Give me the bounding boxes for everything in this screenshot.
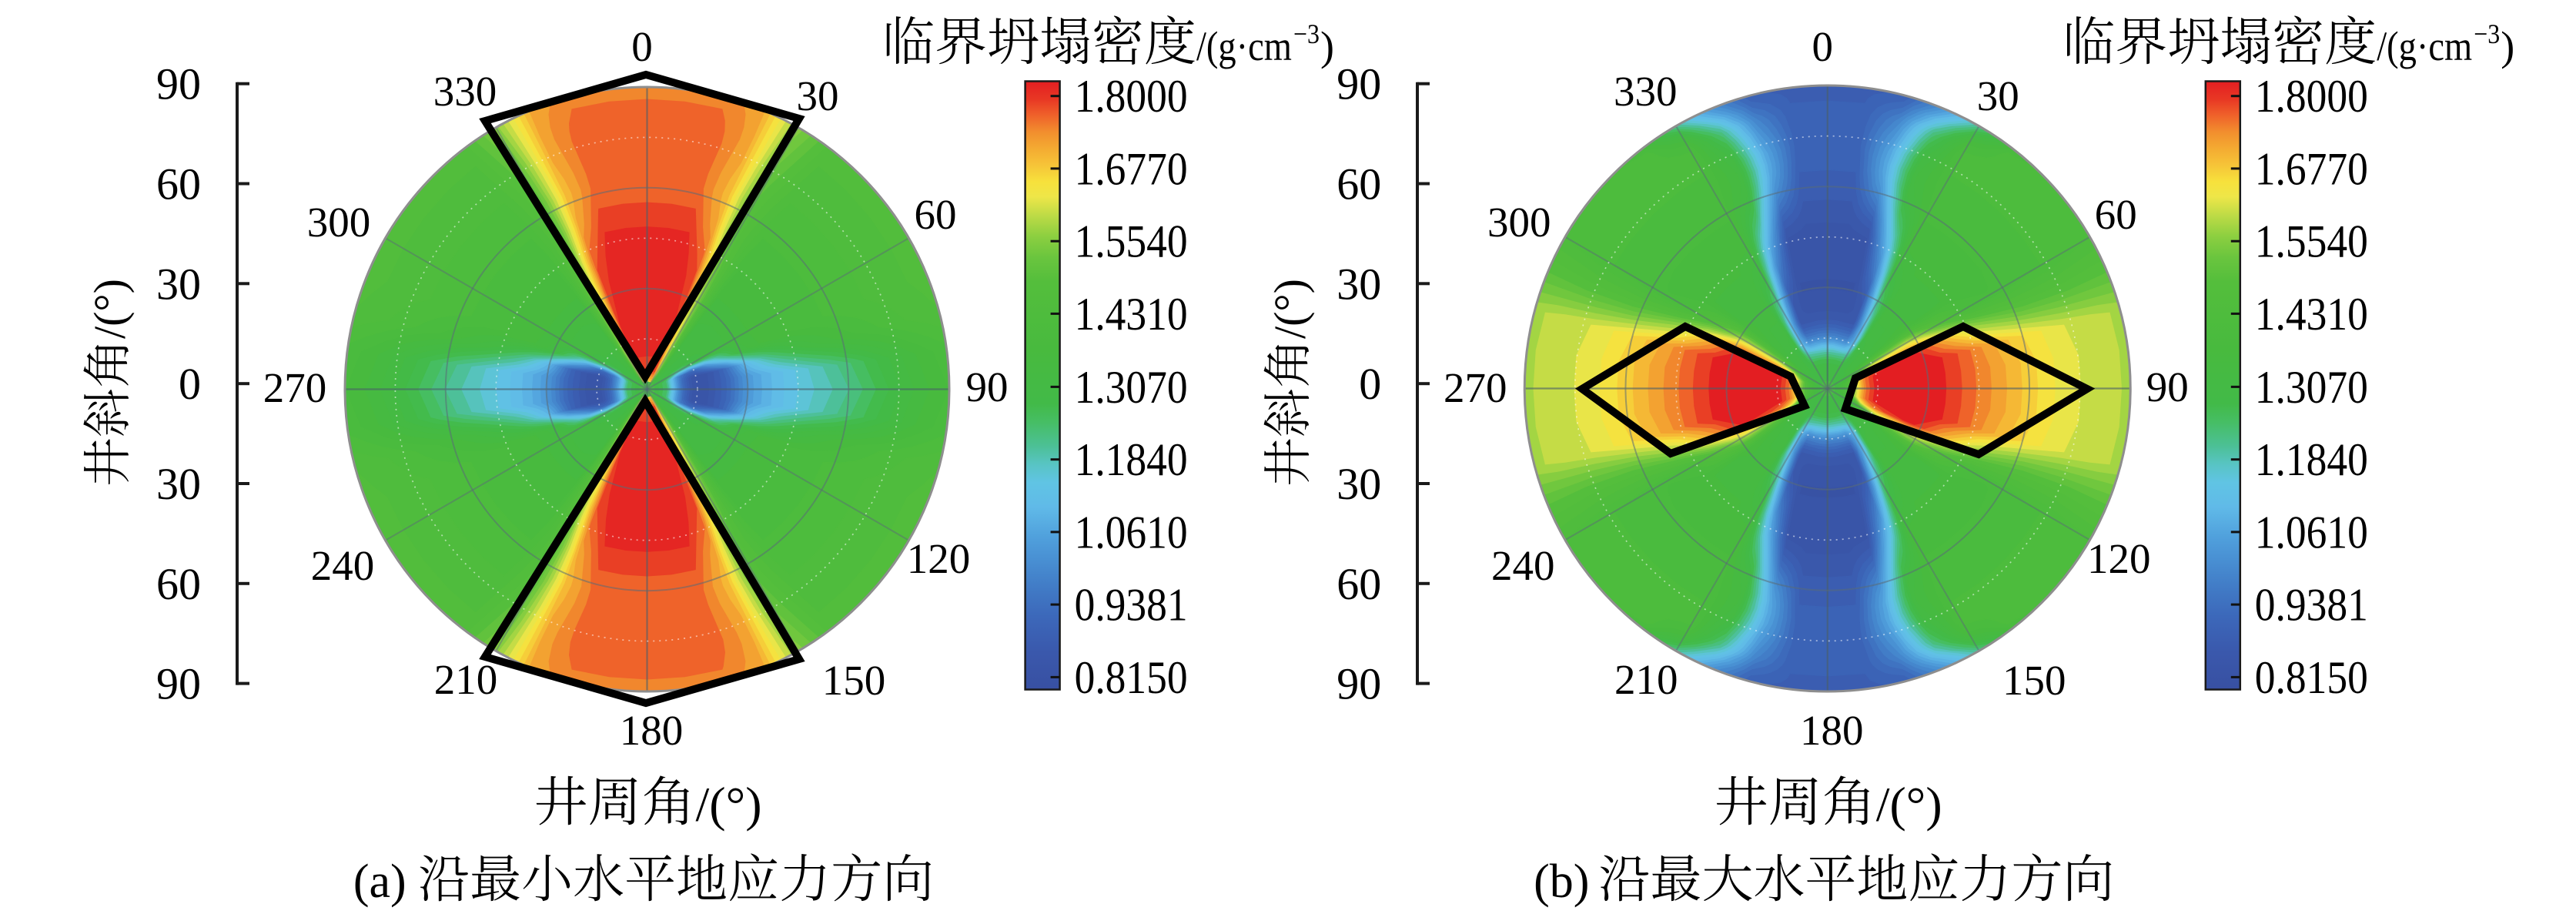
svg-text:1.3070: 1.3070 xyxy=(2255,362,2368,413)
svg-text:60: 60 xyxy=(156,159,201,209)
svg-text:30: 30 xyxy=(1337,259,1381,309)
svg-text:150: 150 xyxy=(822,657,886,704)
svg-text:1.4310: 1.4310 xyxy=(2255,289,2368,340)
svg-text:60: 60 xyxy=(2095,191,2137,238)
svg-text:180: 180 xyxy=(1800,707,1864,754)
svg-text:90: 90 xyxy=(1337,59,1381,109)
svg-text:/(g·cm: /(g·cm xyxy=(1196,23,1292,69)
svg-text:60: 60 xyxy=(1337,159,1381,209)
svg-text:240: 240 xyxy=(1491,542,1555,589)
svg-text:210: 210 xyxy=(434,656,498,703)
svg-text:): ) xyxy=(2501,23,2514,69)
svg-text:90: 90 xyxy=(1337,659,1381,709)
svg-text:1.5540: 1.5540 xyxy=(2255,216,2368,267)
svg-text:30: 30 xyxy=(1977,72,2019,119)
svg-text:1.0610: 1.0610 xyxy=(1075,507,1188,557)
svg-text:1.1840: 1.1840 xyxy=(1075,434,1188,485)
svg-text:0: 0 xyxy=(179,359,201,409)
svg-text:−3: −3 xyxy=(2474,18,2500,49)
svg-text:1.5540: 1.5540 xyxy=(1075,216,1188,267)
svg-text:30: 30 xyxy=(797,72,839,119)
svg-text:330: 330 xyxy=(1614,68,1678,115)
svg-text:120: 120 xyxy=(907,535,971,582)
svg-text:1.1840: 1.1840 xyxy=(2255,434,2368,485)
svg-text:300: 300 xyxy=(307,199,371,246)
svg-text:180: 180 xyxy=(620,707,684,754)
svg-text:0: 0 xyxy=(631,23,653,70)
svg-text:240: 240 xyxy=(311,542,375,589)
svg-text:(a): (a) xyxy=(353,855,406,908)
svg-text:/(°): /(°) xyxy=(1876,777,1942,832)
svg-text:1.4310: 1.4310 xyxy=(1075,289,1188,340)
svg-text:0.9381: 0.9381 xyxy=(2255,580,2368,631)
svg-text:1.6770: 1.6770 xyxy=(1075,143,1188,194)
svg-text:1.3070: 1.3070 xyxy=(1075,362,1188,413)
svg-text:90: 90 xyxy=(156,59,201,109)
svg-text:90: 90 xyxy=(156,659,201,709)
svg-text:30: 30 xyxy=(1337,459,1381,509)
svg-text:1.8000: 1.8000 xyxy=(1075,71,1188,122)
svg-text:150: 150 xyxy=(2002,657,2066,704)
svg-text:1.0610: 1.0610 xyxy=(2255,507,2368,557)
svg-text:0.8150: 0.8150 xyxy=(1075,652,1188,703)
svg-text:/(°): /(°) xyxy=(1265,279,1315,339)
svg-text:0.8150: 0.8150 xyxy=(2255,652,2368,703)
svg-text:90: 90 xyxy=(966,363,1009,410)
svg-text:300: 300 xyxy=(1487,199,1551,246)
svg-text:/(°): /(°) xyxy=(85,279,135,339)
svg-text:1.8000: 1.8000 xyxy=(2255,71,2368,122)
svg-text:270: 270 xyxy=(1444,364,1507,411)
svg-text:): ) xyxy=(1320,23,1334,69)
svg-text:0.9381: 0.9381 xyxy=(1075,580,1188,631)
svg-text:270: 270 xyxy=(263,364,327,411)
svg-text:/(°): /(°) xyxy=(696,777,762,832)
svg-text:60: 60 xyxy=(915,191,957,238)
svg-text:−3: −3 xyxy=(1293,18,1320,49)
svg-text:30: 30 xyxy=(156,459,201,509)
svg-text:1.6770: 1.6770 xyxy=(2255,143,2368,194)
svg-text:0: 0 xyxy=(1359,359,1381,409)
svg-text:0: 0 xyxy=(1812,23,1833,70)
svg-text:120: 120 xyxy=(2087,535,2151,582)
svg-text:/(g·cm: /(g·cm xyxy=(2377,23,2472,69)
svg-text:330: 330 xyxy=(433,68,497,115)
svg-text:90: 90 xyxy=(2146,363,2189,410)
svg-text:60: 60 xyxy=(1337,559,1381,609)
svg-text:210: 210 xyxy=(1614,656,1678,703)
svg-text:30: 30 xyxy=(156,259,201,309)
svg-text:60: 60 xyxy=(156,559,201,609)
svg-text:(b): (b) xyxy=(1534,855,1589,908)
